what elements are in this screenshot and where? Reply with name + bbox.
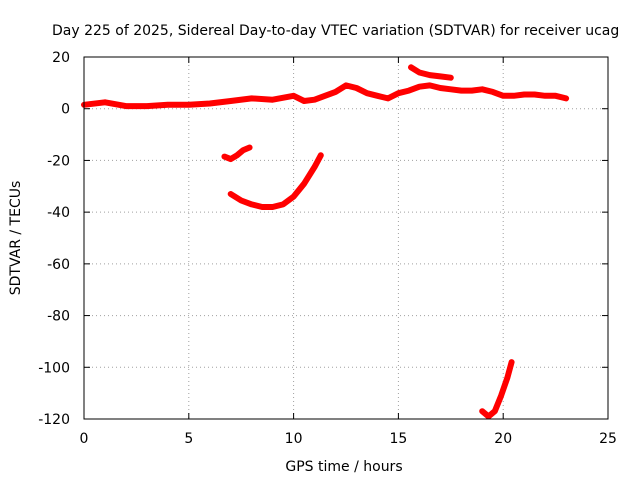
x-tick-label: 0 bbox=[80, 431, 89, 447]
y-tick-label: -40 bbox=[47, 205, 70, 221]
chart-title: Day 225 of 2025, Sidereal Day-to-day VTE… bbox=[52, 23, 619, 39]
x-axis-label: GPS time / hours bbox=[285, 459, 402, 475]
y-tick-label: 0 bbox=[61, 102, 70, 118]
y-tick-label: -100 bbox=[38, 360, 70, 376]
axis-ticks: 0 5 10 15 20 25 20 0 -20 -40 -60 -80 -100 -120 bbox=[38, 50, 617, 447]
x-tick-label: 20 bbox=[494, 431, 512, 447]
y-tick-label: -60 bbox=[47, 257, 70, 273]
x-tick-label: 25 bbox=[599, 431, 617, 447]
series-line-5 bbox=[479, 359, 515, 420]
series-line-2 bbox=[408, 64, 454, 81]
series-group bbox=[81, 64, 570, 420]
grid bbox=[84, 57, 608, 419]
plot-frame bbox=[83, 56, 609, 420]
x-tick-label: 5 bbox=[184, 431, 193, 447]
y-tick-label: -20 bbox=[47, 153, 70, 169]
y-axis-label: SDTVAR / TECUs bbox=[8, 181, 24, 296]
series-line-4 bbox=[227, 152, 324, 210]
y-tick-label: -120 bbox=[38, 412, 70, 428]
x-tick-label: 15 bbox=[389, 431, 407, 447]
y-tick-label: -80 bbox=[47, 309, 70, 325]
series-line-1 bbox=[81, 82, 570, 110]
series-line-3 bbox=[221, 144, 253, 163]
x-tick-label: 10 bbox=[285, 431, 303, 447]
y-tick-label: 20 bbox=[52, 50, 70, 66]
